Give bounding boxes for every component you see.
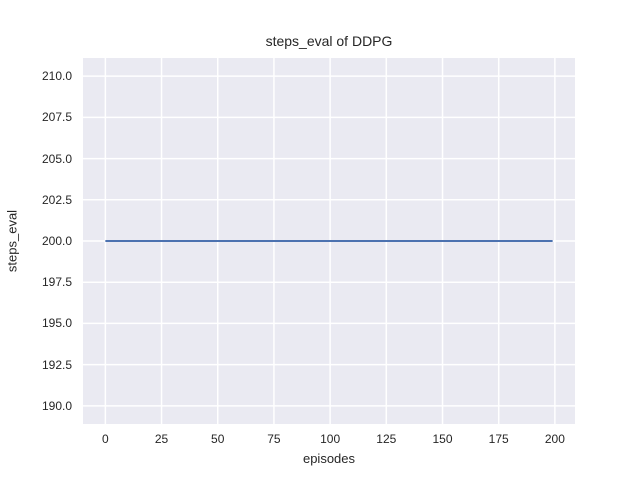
x-tick-label: 150 <box>432 432 453 446</box>
y-tick-label: 197.5 <box>41 275 72 290</box>
y-tick-label: 205.0 <box>41 151 72 166</box>
y-tick-label: 200.0 <box>41 234 72 248</box>
x-tick-label: 50 <box>211 432 225 446</box>
x-tick-label: 0 <box>102 432 109 446</box>
y-tick-label: 190.0 <box>41 398 72 413</box>
y-tick-label: 195.0 <box>41 316 72 331</box>
x-axis-label: episodes <box>302 451 356 466</box>
y-tick-label: 192.5 <box>41 357 72 372</box>
line-plot-svg <box>83 58 575 424</box>
y-tick-label: 210.0 <box>41 69 72 84</box>
x-tick-label: 100 <box>320 432 341 446</box>
x-tick-label: 25 <box>154 432 169 446</box>
plot-area <box>83 58 575 424</box>
x-tick-label: 75 <box>267 432 281 446</box>
x-tick-label: 200 <box>544 432 565 446</box>
y-tick-label: 202.5 <box>41 192 72 207</box>
x-tick-label: 125 <box>376 432 397 446</box>
x-tick-label: 175 <box>488 432 509 446</box>
y-tick-label: 207.5 <box>41 110 72 125</box>
chart-title: steps_eval of DDPG <box>265 33 393 49</box>
